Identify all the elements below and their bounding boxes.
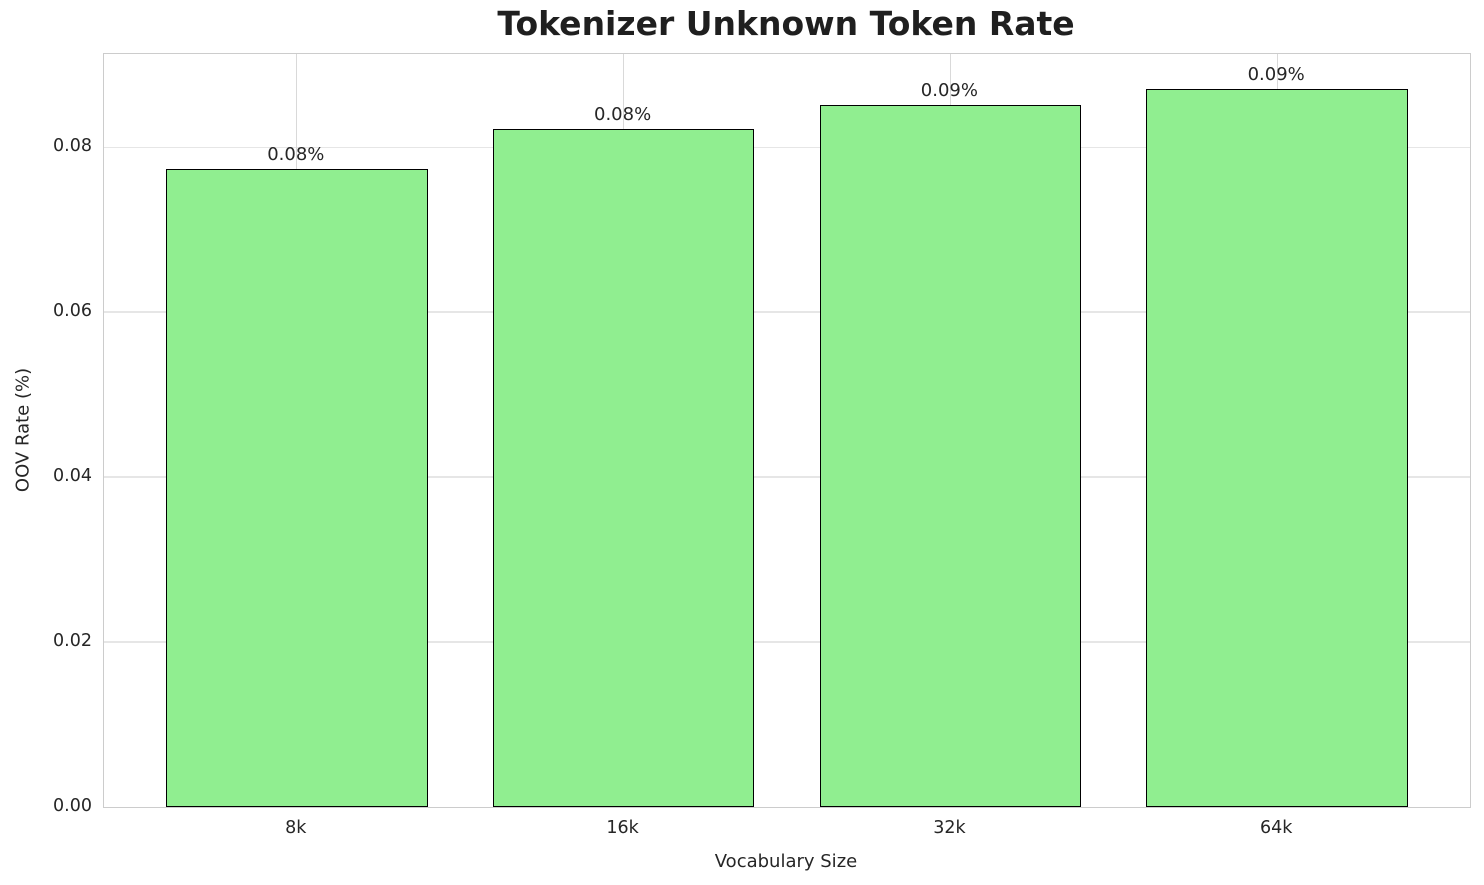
y-tick-label: 0.02 [53, 631, 92, 652]
bar-value-label: 0.08% [267, 143, 325, 165]
bar-value-label: 0.09% [1247, 64, 1305, 86]
h-gridline [104, 641, 1470, 643]
bar-8k [166, 168, 428, 807]
y-tick-label: 0.04 [53, 466, 92, 487]
y-tick-label: 0.00 [53, 796, 92, 816]
x-tick-label: 64k [1259, 818, 1293, 838]
bar-64k [1146, 89, 1408, 807]
x-tick-label: 16k [606, 818, 639, 838]
y-tick-label: 0.08 [53, 136, 92, 157]
plot-area [103, 53, 1471, 808]
y-axis-label-text: OOV Rate (%) [12, 367, 34, 493]
bar-32k [819, 105, 1082, 807]
bar-value-label: 0.08% [594, 104, 652, 126]
bar-value-label: 0.09% [920, 80, 978, 102]
bar-16k [492, 129, 755, 807]
x-tick-label: 8k [285, 818, 307, 838]
h-gridline [104, 311, 1470, 313]
x-tick-label: 32k [933, 818, 966, 838]
chart-title: Tokenizer Unknown Token Rate [497, 4, 1075, 43]
y-tick-label: 0.06 [53, 301, 92, 322]
h-gridline [104, 476, 1470, 478]
x-axis-label: Vocabulary Size [714, 851, 858, 872]
h-gridline [104, 146, 1470, 148]
